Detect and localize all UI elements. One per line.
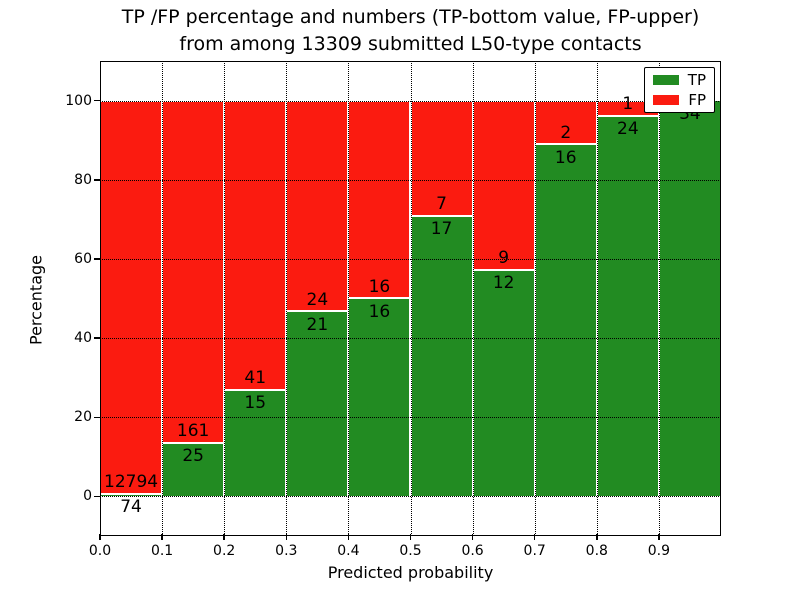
x-tick-mark bbox=[99, 534, 101, 540]
v-gridline bbox=[658, 61, 660, 536]
legend: TP FP bbox=[644, 67, 715, 113]
v-gridline bbox=[596, 61, 598, 536]
tp-count-label: 15 bbox=[244, 393, 267, 414]
tp-legend-swatch bbox=[653, 75, 679, 85]
x-tick-mark bbox=[409, 534, 412, 540]
bar-segment-separator bbox=[535, 143, 596, 146]
bar-fp-segment bbox=[349, 100, 410, 299]
chart-title: TP /FP percentage and numbers (TP-bottom… bbox=[100, 4, 721, 58]
y-tick-label: 100 bbox=[65, 92, 92, 109]
bar-segment-separator bbox=[411, 214, 472, 217]
bar-tp-segment bbox=[597, 116, 658, 497]
x-tick-label: 0.8 bbox=[585, 543, 608, 559]
bar-segment-separator bbox=[163, 441, 224, 444]
x-tick-label: 0.9 bbox=[647, 543, 671, 559]
x-tick-mark bbox=[658, 534, 660, 540]
bar-tp-segment bbox=[659, 100, 720, 497]
plot-area: TP FP 12794 74 161 25 41 15 24 21 16 16 7 17 9 12 2 16 1 2… bbox=[100, 61, 721, 536]
chart-title-line1: TP /FP percentage and numbers (TP-bottom… bbox=[121, 6, 700, 28]
x-tick-mark bbox=[471, 534, 474, 540]
fp-count-label: 24 bbox=[306, 289, 329, 310]
v-gridline bbox=[224, 61, 226, 536]
bar-fp-segment bbox=[535, 100, 596, 145]
x-tick-label: 0.3 bbox=[275, 543, 298, 559]
bar-tp-segment bbox=[535, 144, 596, 497]
tp-count-label: 12 bbox=[492, 273, 515, 294]
y-tick-mark bbox=[94, 416, 100, 418]
fp-count-label: 161 bbox=[176, 421, 210, 442]
fp-count-label: 7 bbox=[436, 194, 447, 215]
v-gridline bbox=[410, 61, 412, 536]
v-gridline bbox=[162, 61, 164, 536]
tp-count-label: 24 bbox=[617, 119, 639, 140]
bar-fp-segment bbox=[225, 100, 286, 391]
y-tick-mark bbox=[94, 495, 100, 498]
tp-count-label: 25 bbox=[182, 446, 204, 467]
y-tick-label: 60 bbox=[74, 250, 92, 267]
x-tick-mark bbox=[347, 534, 350, 540]
fp-count-label: 2 bbox=[560, 122, 572, 143]
bar-tp-segment bbox=[225, 390, 286, 497]
bar-tp-segment bbox=[411, 216, 472, 497]
fp-count-label: 1 bbox=[622, 94, 634, 115]
legend-row: TP bbox=[653, 72, 706, 88]
y-tick-mark bbox=[94, 258, 100, 260]
x-tick-label: 0.7 bbox=[523, 543, 546, 559]
bar-fp-segment bbox=[163, 100, 224, 444]
y-tick-label: 40 bbox=[74, 330, 92, 347]
bar-tp-segment bbox=[163, 443, 224, 497]
bar-fp-segment bbox=[473, 100, 534, 271]
y-tick-mark bbox=[94, 99, 100, 102]
fp-count-label: 41 bbox=[244, 368, 267, 389]
y-tick-label: 0 bbox=[83, 488, 92, 505]
y-tick-mark bbox=[94, 179, 100, 181]
tp-count-label: 17 bbox=[430, 219, 453, 240]
tp-count-label: 21 bbox=[306, 314, 329, 335]
x-tick-label: 0.1 bbox=[150, 543, 174, 559]
bar-segment-separator bbox=[473, 268, 534, 271]
bar-tp-segment bbox=[473, 270, 534, 497]
bar-segment-separator bbox=[225, 388, 286, 391]
x-axis-label: Predicted probability bbox=[327, 563, 494, 582]
v-gridline bbox=[534, 61, 536, 536]
tp-count-label: 16 bbox=[554, 147, 577, 168]
tp-count-label: 16 bbox=[368, 301, 391, 322]
fp-legend-swatch bbox=[653, 95, 680, 105]
legend-label: TP bbox=[687, 71, 706, 89]
tp-count-label: 74 bbox=[120, 497, 142, 518]
x-tick-mark bbox=[596, 534, 598, 540]
bar-segment-separator bbox=[101, 492, 162, 495]
chart-title-line2: from among 13309 submitted L50-type cont… bbox=[179, 33, 642, 55]
fp-count-label: 16 bbox=[368, 276, 391, 297]
y-tick-label: 20 bbox=[74, 409, 92, 426]
bar-tp-segment bbox=[101, 494, 162, 497]
bar-segment-separator bbox=[349, 297, 410, 299]
x-tick-label: 0.5 bbox=[399, 543, 422, 559]
x-tick-mark bbox=[161, 534, 163, 540]
legend-label: FP bbox=[688, 91, 706, 109]
v-gridline bbox=[286, 61, 288, 536]
x-tick-mark bbox=[285, 534, 288, 540]
bar-tp-segment bbox=[287, 311, 348, 497]
y-tick-mark bbox=[94, 337, 100, 339]
x-tick-label: 0.0 bbox=[88, 543, 112, 559]
x-tick-label: 0.6 bbox=[461, 543, 484, 559]
x-tick-label: 0.4 bbox=[337, 543, 360, 559]
y-tick-label: 80 bbox=[74, 171, 92, 188]
x-tick-label: 0.2 bbox=[213, 543, 236, 559]
bar-tp-segment bbox=[349, 298, 410, 497]
x-tick-mark bbox=[533, 534, 536, 540]
fp-count-label: 9 bbox=[498, 248, 510, 269]
bar-segment-separator bbox=[597, 114, 658, 117]
bar-fp-segment bbox=[287, 100, 348, 312]
v-gridline bbox=[348, 61, 350, 536]
fp-count-label: 12794 bbox=[104, 472, 159, 493]
v-gridline bbox=[472, 61, 474, 536]
bar-fp-segment bbox=[101, 100, 162, 495]
x-tick-mark bbox=[223, 534, 225, 540]
bar-fp-segment bbox=[411, 100, 472, 217]
bar-segment-separator bbox=[287, 310, 348, 313]
legend-row: FP bbox=[653, 92, 706, 108]
